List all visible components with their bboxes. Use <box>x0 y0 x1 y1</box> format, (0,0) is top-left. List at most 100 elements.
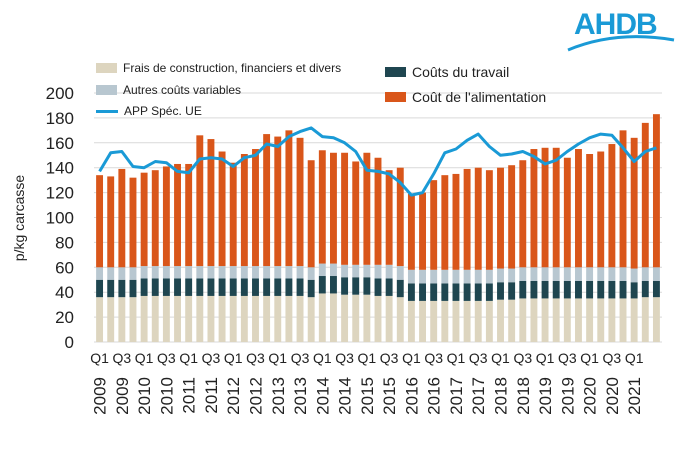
bar-travail <box>96 279 104 298</box>
bar-alimentation <box>563 157 571 268</box>
bar-alimentation <box>263 134 271 267</box>
bar-construction <box>352 294 360 342</box>
bar-alimentation <box>519 160 527 268</box>
bar-alimentation <box>441 175 449 270</box>
bar-travail <box>263 278 271 296</box>
bar-variables <box>252 266 259 279</box>
app-line-path <box>98 126 657 197</box>
bar-alimentation <box>396 167 404 267</box>
bar-variables <box>563 267 571 281</box>
bar-alimentation <box>329 152 337 264</box>
bar-travail <box>597 280 605 299</box>
bar-alimentation <box>474 167 482 270</box>
bar-construction <box>563 298 571 342</box>
x-tick-quarter: Q3 <box>291 350 310 366</box>
y-tick-label: 120 <box>46 184 74 203</box>
bar-construction <box>307 297 315 342</box>
bar-travail <box>575 280 582 299</box>
x-tick-year: 2016 <box>425 377 444 415</box>
bar-alimentation <box>318 150 326 264</box>
bar-variables <box>474 269 482 284</box>
bar-variables <box>318 263 326 277</box>
legend-app: APP Spéc. UE <box>96 104 202 118</box>
bar-travail <box>174 278 181 296</box>
bar-travail <box>485 283 493 301</box>
bar-travail <box>240 278 248 296</box>
bar-travail <box>419 283 427 301</box>
x-tick-year: 2014 <box>313 377 332 415</box>
bar-travail <box>430 283 438 301</box>
bar-travail <box>641 280 649 298</box>
bar-variables <box>329 263 337 277</box>
bar-travail <box>530 280 538 299</box>
bar-variables <box>530 267 538 281</box>
bar-alimentation <box>575 149 582 268</box>
bar-construction <box>318 293 326 342</box>
bar-travail <box>619 280 627 299</box>
legend-construction: Frais de construction, financiers et div… <box>96 61 341 75</box>
bar-travail <box>307 279 315 298</box>
x-tick-year: 2012 <box>224 377 243 415</box>
x-tick-quarter: Q3 <box>246 350 265 366</box>
bar-construction <box>641 297 649 342</box>
bar-travail <box>385 278 393 296</box>
bar-alimentation <box>586 154 594 268</box>
bar-construction <box>274 295 282 342</box>
y-axis-label: p/kg carcasse <box>11 175 27 262</box>
bar-alimentation <box>608 144 616 268</box>
bar-alimentation <box>118 168 126 268</box>
bar-variables <box>641 267 649 281</box>
bar-travail <box>352 277 360 295</box>
x-tick-quarter: Q3 <box>157 350 176 366</box>
x-tick-year: 2013 <box>291 377 310 415</box>
y-tick-label: 140 <box>46 159 74 178</box>
bar-alimentation <box>385 170 393 265</box>
x-tick-quarter: Q1 <box>313 350 332 366</box>
y-tick-label: 40 <box>55 283 74 302</box>
bar-construction <box>396 297 404 342</box>
x-tick-year: 2011 <box>202 377 221 414</box>
bar-travail <box>508 282 516 300</box>
bar-alimentation <box>430 180 438 270</box>
bar-alimentation <box>252 149 259 267</box>
bar-variables <box>385 264 393 279</box>
x-tick-quarter: Q1 <box>224 350 243 366</box>
bar-construction <box>485 300 493 342</box>
x-tick-year: 2014 <box>336 377 355 415</box>
bar-alimentation <box>96 175 104 268</box>
bar-alimentation <box>541 147 549 268</box>
bar-travail <box>407 283 415 301</box>
bar-alimentation <box>140 172 148 267</box>
x-tick-year: 2010 <box>135 377 154 415</box>
bar-construction <box>407 300 415 342</box>
bar-construction <box>107 297 115 342</box>
y-tick-label: 100 <box>46 209 74 228</box>
bar-variables <box>207 266 215 279</box>
x-tick-quarter: Q1 <box>491 350 510 366</box>
x-tick-year: 2017 <box>469 377 488 415</box>
bar-alimentation <box>107 176 115 268</box>
bar-variables <box>652 267 660 281</box>
bar-alimentation <box>185 163 193 267</box>
bar-variables <box>285 266 293 279</box>
legend-construction-swatch <box>96 63 117 73</box>
bar-variables <box>151 266 159 279</box>
x-tick-year: 2015 <box>358 377 377 415</box>
bar-travail <box>452 283 460 301</box>
x-tick-quarter: Q3 <box>335 350 354 366</box>
bar-alimentation <box>307 160 315 268</box>
bar-travail <box>162 278 170 296</box>
bar-construction <box>419 300 427 342</box>
bar-construction <box>586 298 594 342</box>
bar-variables <box>218 266 226 279</box>
x-tick-year: 2015 <box>380 377 399 415</box>
bar-variables <box>452 269 460 284</box>
bar-construction <box>541 298 549 342</box>
bar-construction <box>196 295 204 342</box>
bar-alimentation <box>218 151 226 267</box>
bar-construction <box>508 299 516 342</box>
x-tick-year: 2009 <box>113 377 132 415</box>
bar-variables <box>129 267 137 280</box>
y-tick-label: 80 <box>55 233 74 252</box>
